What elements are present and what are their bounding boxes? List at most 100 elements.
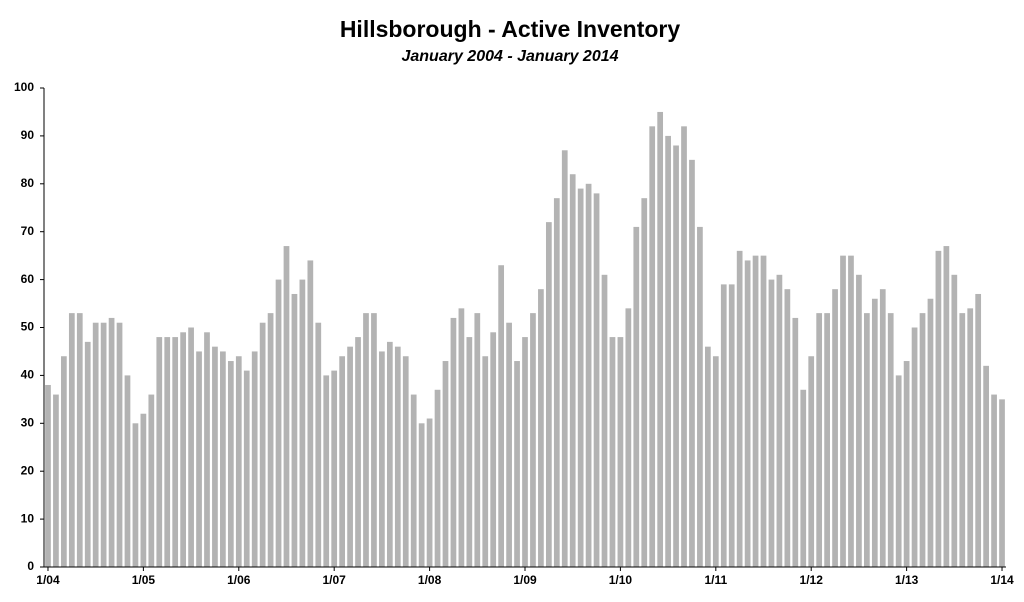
bar	[561, 150, 568, 567]
bar	[363, 313, 369, 567]
bar	[911, 327, 918, 567]
bar	[728, 284, 735, 567]
x-tick-label: 1/10	[609, 573, 633, 587]
bar	[204, 332, 210, 567]
bar	[609, 337, 616, 567]
bar	[530, 313, 536, 567]
bar	[68, 313, 75, 567]
y-tick-label: 80	[21, 176, 35, 190]
bar	[283, 246, 290, 567]
bar	[148, 394, 155, 567]
bar	[808, 356, 815, 567]
bar	[180, 332, 186, 567]
bar	[673, 145, 679, 568]
bar	[243, 370, 250, 567]
bar	[100, 322, 107, 567]
bar	[577, 188, 584, 567]
bar	[426, 418, 433, 567]
bar	[887, 313, 894, 567]
y-tick-label: 40	[21, 368, 35, 382]
bar	[172, 337, 179, 567]
bar	[816, 313, 823, 567]
bar	[800, 389, 807, 567]
bar	[275, 279, 282, 567]
bar	[553, 198, 560, 568]
bar	[323, 375, 330, 567]
bar	[617, 337, 624, 567]
y-tick-label: 30	[21, 415, 35, 429]
x-tick-label: 1/07	[323, 573, 347, 587]
bar	[538, 289, 544, 567]
bar	[712, 356, 719, 567]
bar	[474, 313, 481, 567]
bar	[649, 126, 656, 567]
bar	[498, 265, 505, 567]
bar	[720, 284, 727, 567]
bar	[386, 341, 393, 567]
bar	[53, 394, 59, 567]
bar	[959, 313, 966, 567]
bar	[633, 226, 640, 567]
bar	[919, 313, 926, 567]
bar	[506, 322, 512, 567]
y-tick-label: 50	[21, 320, 35, 334]
bar	[752, 255, 759, 567]
chart-title: Hillsborough - Active Inventory	[340, 16, 681, 42]
x-tick-label: 1/13	[895, 573, 919, 587]
bar	[903, 361, 910, 567]
bar	[124, 375, 131, 567]
bar	[482, 356, 489, 567]
bar	[760, 255, 767, 567]
bar	[458, 308, 465, 567]
bar	[736, 250, 743, 568]
x-tick-label: 1/09	[513, 573, 537, 587]
bar	[983, 365, 989, 567]
bar	[768, 279, 775, 567]
bar	[681, 126, 687, 567]
bar	[116, 322, 123, 567]
bar	[442, 361, 449, 567]
bar	[140, 413, 147, 567]
bar	[212, 346, 218, 567]
bar	[522, 337, 528, 567]
bar	[784, 289, 791, 567]
bar	[641, 198, 648, 568]
bar	[379, 351, 385, 567]
bar	[848, 255, 854, 567]
x-tick-label: 1/08	[418, 573, 442, 587]
bar	[466, 337, 473, 567]
bar	[315, 322, 322, 567]
bar	[545, 222, 552, 567]
bar	[991, 394, 997, 567]
chart-subtitle: January 2004 - January 2014	[401, 48, 618, 65]
bar	[864, 313, 870, 567]
bar	[840, 255, 846, 567]
y-tick-label: 100	[14, 80, 34, 94]
y-tick-label: 0	[27, 559, 34, 573]
bar	[235, 356, 242, 567]
bar	[967, 308, 974, 567]
bar	[164, 337, 171, 567]
bar	[927, 298, 934, 567]
bar	[943, 246, 950, 567]
bar	[657, 111, 664, 567]
bar	[402, 356, 409, 567]
bar	[76, 313, 83, 567]
bar	[418, 423, 425, 567]
bar	[490, 332, 497, 567]
bar	[410, 394, 417, 567]
bar	[156, 337, 163, 567]
bar	[355, 337, 361, 567]
bar	[744, 260, 751, 567]
x-tick-label: 1/14	[990, 573, 1014, 587]
bar	[394, 346, 401, 567]
y-tick-label: 90	[21, 128, 35, 142]
bar	[108, 317, 115, 567]
bar	[259, 322, 266, 567]
bar	[689, 159, 695, 567]
bar	[188, 327, 194, 567]
bar	[45, 384, 51, 567]
bar	[84, 341, 91, 567]
bar	[879, 289, 886, 567]
bar	[593, 193, 600, 567]
